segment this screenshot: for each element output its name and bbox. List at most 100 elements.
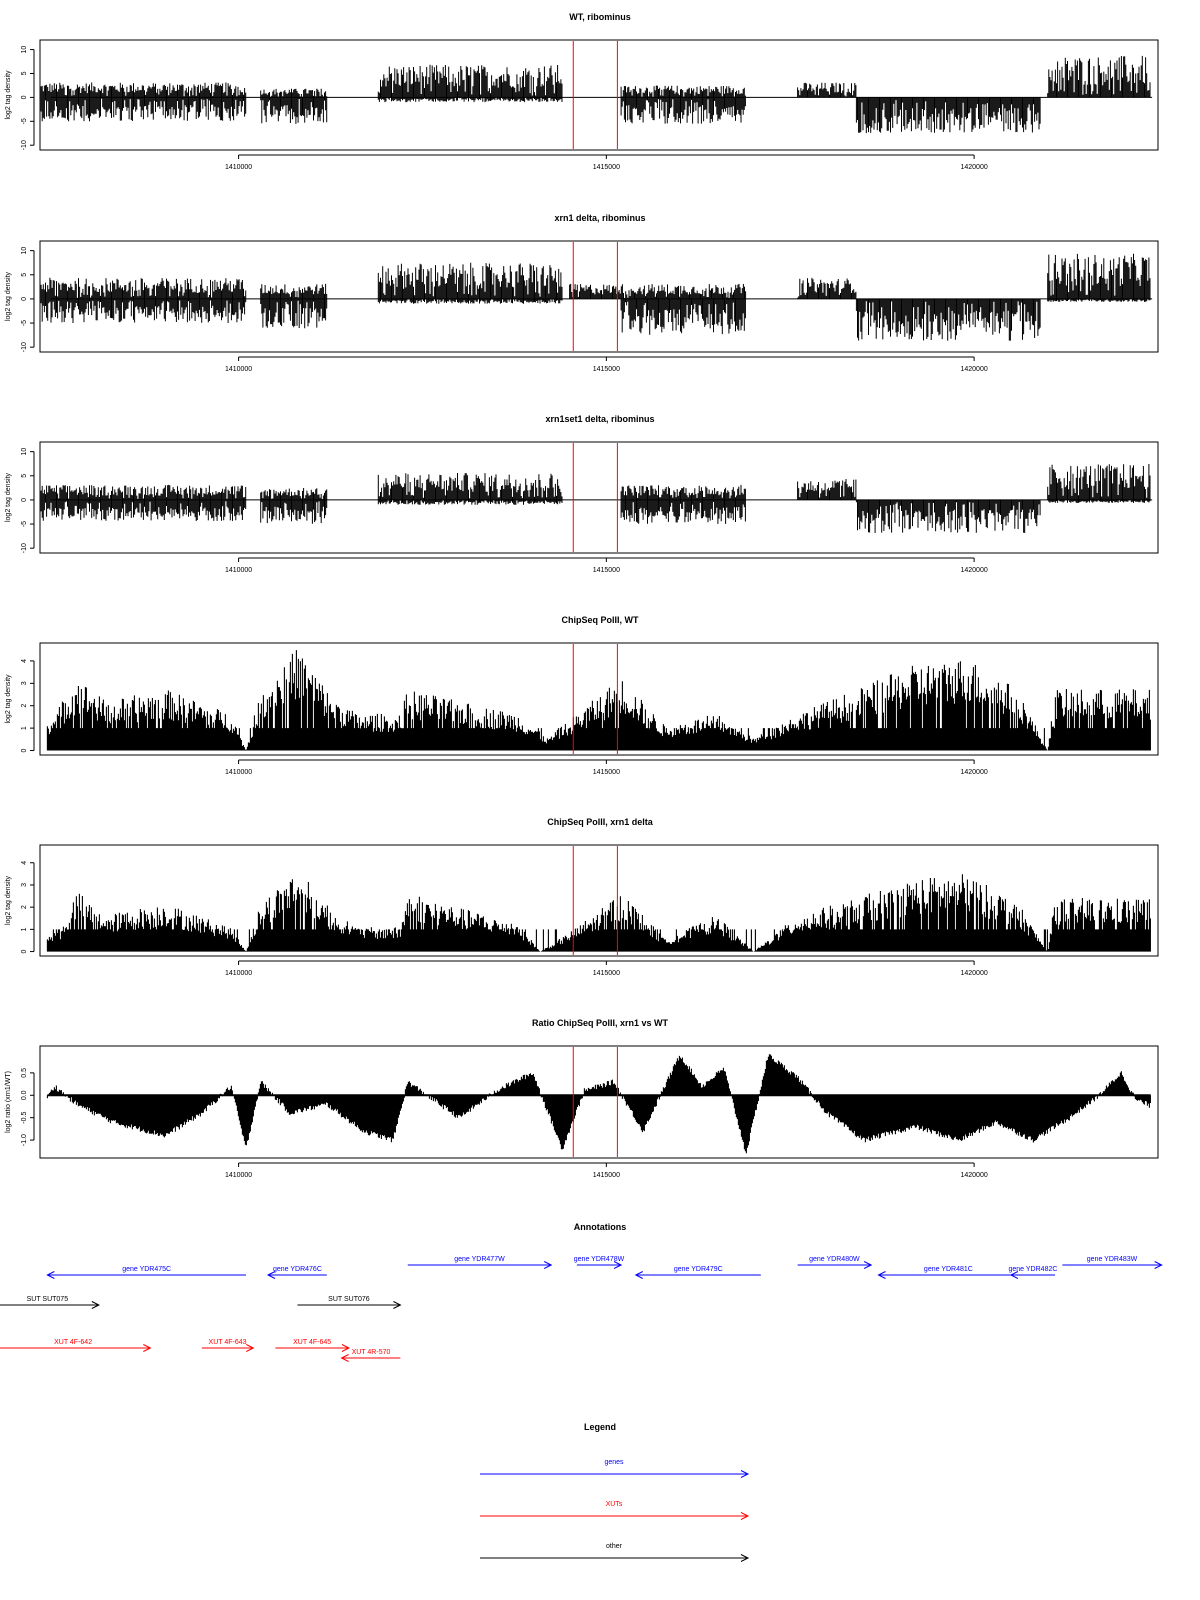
chart-panel-4: ChipSeq PolII, WT 0 1 2 3 4 log2 tag density 14…	[5, 615, 1159, 776]
legend-arrow	[480, 1470, 750, 1478]
legend-title: Legend	[584, 1422, 616, 1432]
annotation-feature: XUT 4F-645	[275, 1339, 351, 1352]
y-tick-label: 0	[21, 748, 28, 752]
x-tick-label: 1415000	[593, 1172, 620, 1179]
feature-arrow	[297, 1301, 402, 1309]
y-tick-label: 5	[21, 273, 28, 277]
y-tick-label: -0.5	[21, 1112, 28, 1124]
x-tick-label: 1420000	[960, 1172, 987, 1179]
data-bars	[39, 253, 1151, 341]
feature-arrow	[797, 1261, 873, 1269]
data-bars	[46, 1054, 1151, 1154]
chart-panel-5: ChipSeq PolII, xrn1 delta 0 1 2 3 4 log2 tag d…	[5, 817, 1159, 977]
feature-label: gene YDR478W	[574, 1256, 625, 1263]
y-axis-label: log2 tag density	[5, 271, 12, 321]
feature-label: gene YDR477W	[454, 1256, 505, 1263]
feature-label: XUT 4F-643	[209, 1339, 247, 1346]
legend-label: other	[606, 1543, 623, 1550]
feature-arrow	[275, 1344, 351, 1352]
feature-label: gene YDR476C	[273, 1266, 322, 1273]
x-tick-label: 1415000	[593, 366, 620, 373]
plot-frame	[39, 441, 1159, 554]
y-tick-label: -5	[21, 118, 28, 124]
chart-panel-1: WT, ribominus -10 -5 0 5 10 log2 tag density 14…	[5, 12, 1159, 171]
y-tick-label: 3	[21, 883, 28, 887]
legend-label: genes	[604, 1459, 624, 1466]
y-tick-label: 0.0	[21, 1090, 28, 1100]
x-tick-label: 1410000	[225, 567, 252, 574]
annotation-feature: gene YDR481C	[877, 1266, 1019, 1279]
arrow-head	[740, 1554, 750, 1562]
annotation-feature: gene YDR477W	[407, 1256, 553, 1269]
chart-title: WT, ribominus	[569, 12, 631, 22]
data-bars	[46, 650, 1151, 751]
annotations-title: Annotations	[574, 1222, 627, 1232]
feature-arrow	[46, 1271, 246, 1279]
legend-arrow	[480, 1554, 750, 1562]
y-axis-label: log2 tag density	[5, 875, 12, 925]
arrow-head	[340, 1354, 349, 1362]
x-tick-label: 1420000	[960, 164, 987, 171]
y-tick-label: 0.5	[21, 1068, 28, 1078]
feature-arrow	[266, 1271, 327, 1279]
y-tick-label: 4	[21, 861, 28, 865]
plot-frame	[39, 844, 1159, 957]
arrow-head	[1009, 1271, 1019, 1279]
y-tick-label: -5	[21, 521, 28, 527]
plot-frame	[39, 642, 1159, 756]
annotation-feature: XUT 4F-643	[201, 1339, 255, 1352]
annotation-feature: gene YDR483W	[1062, 1256, 1163, 1269]
feature-label: XUT 4F-642	[54, 1339, 92, 1346]
feature-label: gene YDR479C	[674, 1266, 723, 1273]
annotation-feature: gene YDR475C	[46, 1266, 246, 1279]
arrow-head	[246, 1344, 255, 1352]
x-tick-label: 1410000	[225, 769, 252, 776]
x-tick-label: 1420000	[960, 366, 987, 373]
legend: Legend genes XUTs other	[480, 1422, 750, 1562]
feature-label: SUT SUT075	[27, 1296, 69, 1303]
arrow-head	[740, 1512, 750, 1520]
x-tick-label: 1415000	[593, 769, 620, 776]
feature-arrow	[877, 1271, 1019, 1279]
feature-arrow	[0, 1301, 100, 1309]
y-tick-label: 0	[21, 498, 28, 502]
y-tick-label: 0	[21, 297, 28, 301]
feature-arrow	[1062, 1261, 1163, 1269]
x-tick-label: 1410000	[225, 164, 252, 171]
data-bars	[39, 464, 1151, 533]
arrow-head	[877, 1271, 886, 1279]
annotation-feature: gene YDR478W	[574, 1256, 625, 1269]
y-axis-label: log2 tag density	[5, 674, 12, 724]
data-bars	[46, 874, 1151, 952]
plot-frame	[39, 1045, 1159, 1159]
feature-arrow	[1009, 1271, 1056, 1279]
x-tick-label: 1410000	[225, 366, 252, 373]
feature-label: gene YDR482C	[1009, 1266, 1058, 1273]
plot-frame	[39, 240, 1159, 353]
arrow-head	[266, 1271, 276, 1279]
y-tick-label: 1	[21, 726, 28, 730]
chart-title: ChipSeq PolII, xrn1 delta	[547, 817, 654, 827]
y-axis-label: log2 ratio (xrn1/WT)	[5, 1071, 12, 1133]
annotations-track: Annotations gene YDR475C gene YDR476C gene …	[0, 1222, 1163, 1362]
arrow-head	[46, 1271, 55, 1279]
y-tick-label: -1.0	[21, 1134, 28, 1146]
x-tick-label: 1415000	[593, 567, 620, 574]
x-tick-label: 1415000	[593, 970, 620, 977]
y-tick-label: 2	[21, 704, 28, 708]
data-bars	[39, 55, 1151, 134]
annotation-feature: gene YDR480W	[797, 1256, 873, 1269]
chart-title: xrn1set1 delta, ribominus	[545, 414, 654, 424]
chart-title: ChipSeq PolII, WT	[562, 615, 639, 625]
legend-item-other: other	[480, 1543, 750, 1562]
arrow-head	[863, 1261, 873, 1269]
y-tick-label: 10	[21, 247, 28, 255]
legend-arrow	[480, 1512, 750, 1520]
x-tick-label: 1420000	[960, 769, 987, 776]
annotation-feature: XUT 4F-642	[0, 1339, 152, 1352]
feature-label: gene YDR480W	[809, 1256, 860, 1263]
y-tick-label: 10	[21, 448, 28, 456]
feature-arrow	[0, 1344, 152, 1352]
y-axis-label: log2 tag density	[5, 70, 12, 120]
